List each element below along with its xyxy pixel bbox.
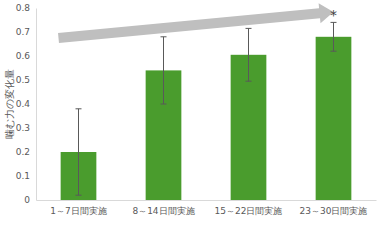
error-stem bbox=[333, 22, 334, 51]
x-tick-label: 15～22日間実施 bbox=[215, 206, 283, 216]
error-cap bbox=[246, 28, 252, 29]
y-tick-label: 0.3 bbox=[16, 123, 30, 133]
trend-arrow bbox=[58, 2, 335, 48]
error-stem bbox=[163, 37, 164, 104]
y-axis-title: 噛む力の変化量 bbox=[4, 69, 15, 139]
x-axis: 1～7日間実施 8～14日間実施 15～22日間実施 23～30日間実施 bbox=[37, 200, 377, 216]
y-tick: 0 bbox=[24, 195, 36, 205]
x-tick: 23～30日間実施 bbox=[300, 200, 368, 216]
chart: 0 0.1 0.2 0.3 0.4 0.5 0.6 0.7 0.8 1～7日間実施 8～14日間実施… bbox=[0, 0, 384, 227]
bars bbox=[61, 22, 352, 200]
x-axis-line bbox=[37, 200, 377, 201]
error-bar bbox=[161, 37, 167, 104]
annotation: * bbox=[330, 7, 337, 23]
error-bar bbox=[246, 28, 252, 81]
y-tick-label: 0.2 bbox=[16, 147, 30, 157]
error-cap bbox=[331, 51, 337, 52]
x-tick: 8～14日間実施 bbox=[132, 200, 194, 216]
y-axis-line bbox=[36, 9, 37, 201]
y-tick-label: 0.7 bbox=[16, 27, 30, 37]
error-bar bbox=[331, 22, 337, 51]
y-tick-label: 0.4 bbox=[16, 99, 31, 109]
error-cap bbox=[76, 108, 82, 109]
y-tick: 0.5 bbox=[16, 75, 36, 85]
x-tick-label: 8～14日間実施 bbox=[132, 206, 194, 216]
y-tick-label: 0.6 bbox=[16, 51, 31, 61]
y-axis: 0 0.1 0.2 0.3 0.4 0.5 0.6 0.7 0.8 bbox=[16, 3, 37, 205]
error-cap bbox=[161, 36, 167, 37]
error-stem bbox=[248, 28, 249, 81]
y-tick: 0.4 bbox=[16, 99, 36, 109]
y-tick: 0.6 bbox=[16, 51, 36, 61]
y-tick: 0.3 bbox=[16, 123, 36, 133]
y-tick: 0.8 bbox=[16, 3, 36, 13]
error-bar bbox=[76, 109, 82, 195]
x-tick: 15～22日間実施 bbox=[215, 200, 283, 216]
y-tick-label: 0.8 bbox=[16, 3, 31, 13]
y-tick: 0.1 bbox=[16, 171, 36, 181]
bar bbox=[316, 37, 352, 200]
error-cap bbox=[161, 104, 167, 105]
y-tick: 0.2 bbox=[16, 147, 36, 157]
error-stem bbox=[78, 109, 79, 195]
y-tick: 0.7 bbox=[16, 27, 36, 37]
x-tick-label: 23～30日間実施 bbox=[300, 206, 368, 216]
y-tick-label: 0.5 bbox=[16, 75, 30, 85]
x-tick-label: 1～7日間実施 bbox=[50, 206, 106, 216]
error-cap bbox=[246, 81, 252, 82]
plot: 0 0.1 0.2 0.3 0.4 0.5 0.6 0.7 0.8 1～7日間実施 8～14日間実施… bbox=[16, 2, 377, 216]
y-tick-label: 0.1 bbox=[16, 171, 30, 181]
x-tick: 1～7日間実施 bbox=[50, 200, 106, 216]
error-cap bbox=[76, 195, 82, 196]
y-tick-label: 0 bbox=[24, 195, 30, 205]
